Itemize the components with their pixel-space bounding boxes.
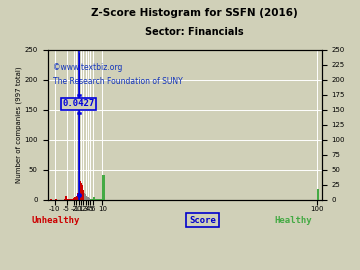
Bar bbox=[76, 195, 77, 200]
Text: Z-Score Histogram for SSFN (2016): Z-Score Histogram for SSFN (2016) bbox=[91, 8, 298, 18]
Bar bbox=[95, 199, 98, 200]
Bar bbox=[92, 199, 93, 200]
Bar bbox=[93, 197, 95, 200]
Y-axis label: Number of companies (997 total): Number of companies (997 total) bbox=[15, 66, 22, 183]
Bar bbox=[85, 194, 86, 200]
Bar bbox=[86, 195, 87, 200]
Bar bbox=[100, 199, 102, 200]
Bar bbox=[81, 183, 82, 200]
Bar bbox=[79, 53, 80, 200]
Text: The Research Foundation of SUNY: The Research Foundation of SUNY bbox=[53, 77, 183, 86]
Text: Score: Score bbox=[189, 215, 216, 225]
Bar bbox=[66, 195, 67, 200]
Text: ©www.textbiz.org: ©www.textbiz.org bbox=[53, 63, 122, 72]
Text: Unhealthy: Unhealthy bbox=[32, 215, 80, 225]
Bar bbox=[71, 199, 73, 200]
Bar bbox=[88, 197, 89, 200]
Bar bbox=[78, 53, 79, 200]
Bar bbox=[64, 199, 67, 200]
Bar bbox=[70, 199, 71, 200]
Bar bbox=[83, 190, 84, 200]
Bar bbox=[82, 185, 83, 200]
Bar bbox=[67, 199, 68, 200]
Bar bbox=[317, 189, 319, 200]
Bar bbox=[80, 181, 81, 200]
Bar bbox=[84, 191, 85, 200]
Bar bbox=[68, 199, 69, 200]
Bar bbox=[50, 199, 52, 200]
Bar bbox=[75, 197, 76, 200]
Bar bbox=[74, 197, 75, 200]
Bar bbox=[77, 193, 78, 200]
Text: 0.0427: 0.0427 bbox=[62, 99, 94, 108]
Bar bbox=[90, 199, 92, 200]
Bar bbox=[73, 198, 74, 200]
Bar bbox=[89, 198, 90, 200]
Bar bbox=[102, 175, 105, 200]
Bar bbox=[98, 199, 100, 200]
Text: Healthy: Healthy bbox=[274, 215, 312, 225]
Bar bbox=[69, 199, 70, 200]
Text: Sector: Financials: Sector: Financials bbox=[145, 27, 244, 37]
Bar bbox=[55, 199, 57, 200]
Bar bbox=[87, 197, 88, 200]
